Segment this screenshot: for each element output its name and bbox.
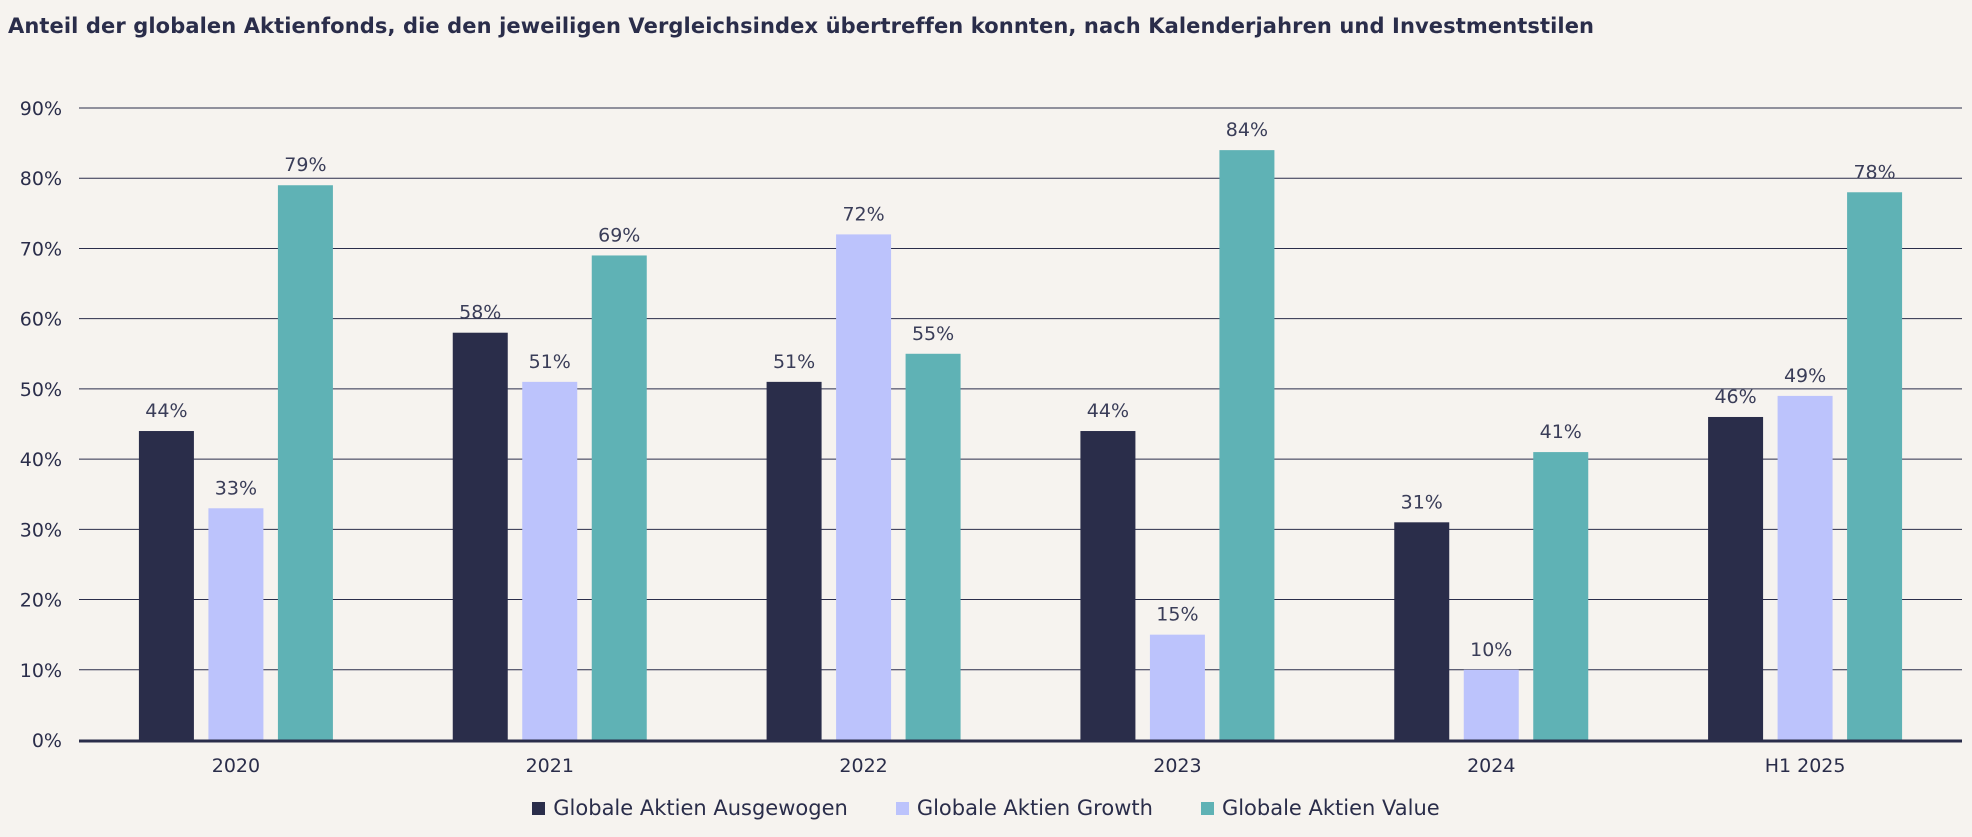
y-tick-label: 10% (20, 660, 62, 682)
legend: Globale Aktien Ausgewogen Globale Aktien … (0, 796, 1972, 820)
data-label: 41% (1540, 421, 1582, 443)
y-tick-label: 40% (20, 449, 62, 471)
bar (452, 332, 508, 740)
bar (905, 353, 961, 740)
data-label: 51% (529, 351, 571, 373)
bars (138, 150, 1903, 741)
x-axis-ticks: 2020 2021 2022 2023 2024 H1 2025 (212, 755, 1846, 777)
data-label: 79% (284, 154, 326, 176)
data-label: 58% (459, 302, 501, 324)
y-tick-label: 20% (20, 590, 62, 612)
bar (1149, 634, 1205, 740)
y-tick-label: 80% (20, 168, 62, 190)
legend-label: Globale Aktien Value (1221, 796, 1440, 820)
x-tick-label: 2021 (526, 755, 574, 777)
bar (1394, 522, 1450, 740)
bar (1708, 416, 1764, 740)
y-tick-label: 30% (20, 519, 62, 541)
x-tick-label: 2020 (212, 755, 260, 777)
bar (591, 255, 647, 740)
data-label: 72% (842, 203, 884, 225)
data-label: 10% (1470, 639, 1512, 661)
x-tick-label: 2024 (1467, 755, 1515, 777)
data-label: 44% (1087, 400, 1129, 422)
bar (1080, 431, 1136, 740)
legend-label: Globale Aktien Ausgewogen (553, 796, 848, 820)
bar (277, 185, 333, 740)
bar (766, 381, 822, 740)
legend-item: Globale Aktien Growth (895, 796, 1153, 820)
data-label: 55% (912, 323, 954, 345)
bar (138, 431, 194, 740)
y-tick-label: 60% (20, 309, 62, 331)
bar (1533, 452, 1589, 740)
data-label: 51% (773, 351, 815, 373)
data-label: 49% (1784, 365, 1826, 387)
data-label: 15% (1156, 604, 1198, 626)
bar (1219, 150, 1275, 741)
bar (1463, 669, 1519, 740)
legend-label: Globale Aktien Growth (916, 796, 1153, 820)
data-label: 46% (1714, 386, 1756, 408)
data-label: 44% (145, 400, 187, 422)
chart-title: Anteil der globalen Aktienfonds, die den… (8, 14, 1595, 38)
data-label: 78% (1853, 161, 1895, 183)
y-tick-label: 0% (32, 730, 62, 752)
legend-swatch (532, 801, 546, 815)
y-tick-label: 70% (20, 238, 62, 260)
x-tick-label: 2022 (839, 755, 887, 777)
data-label: 33% (215, 477, 257, 499)
legend-item: Globale Aktien Ausgewogen (532, 796, 848, 820)
y-tick-label: 50% (20, 379, 62, 401)
x-tick-label: H1 2025 (1765, 755, 1846, 777)
bar (1777, 395, 1833, 740)
legend-item: Globale Aktien Value (1200, 796, 1440, 820)
data-label: 31% (1401, 491, 1443, 513)
gridlines (79, 107, 1962, 671)
data-label: 69% (598, 224, 640, 246)
data-labels: 44% 33% 79% 58% 51% 69% 51% 72% 55% 44% 15% 84% 31% 1… (145, 119, 1895, 661)
bar (522, 381, 578, 740)
x-tick-label: 2023 (1153, 755, 1201, 777)
legend-swatch (1200, 801, 1214, 815)
y-tick-label: 90% (20, 98, 62, 120)
data-label: 84% (1226, 119, 1268, 141)
y-axis-ticks: 0% 10% 20% 30% 40% 50% 60% 70% 80% 90% (20, 98, 62, 752)
bar (836, 234, 892, 740)
legend-swatch (895, 801, 909, 815)
bar (208, 508, 264, 740)
bar (1847, 192, 1903, 740)
